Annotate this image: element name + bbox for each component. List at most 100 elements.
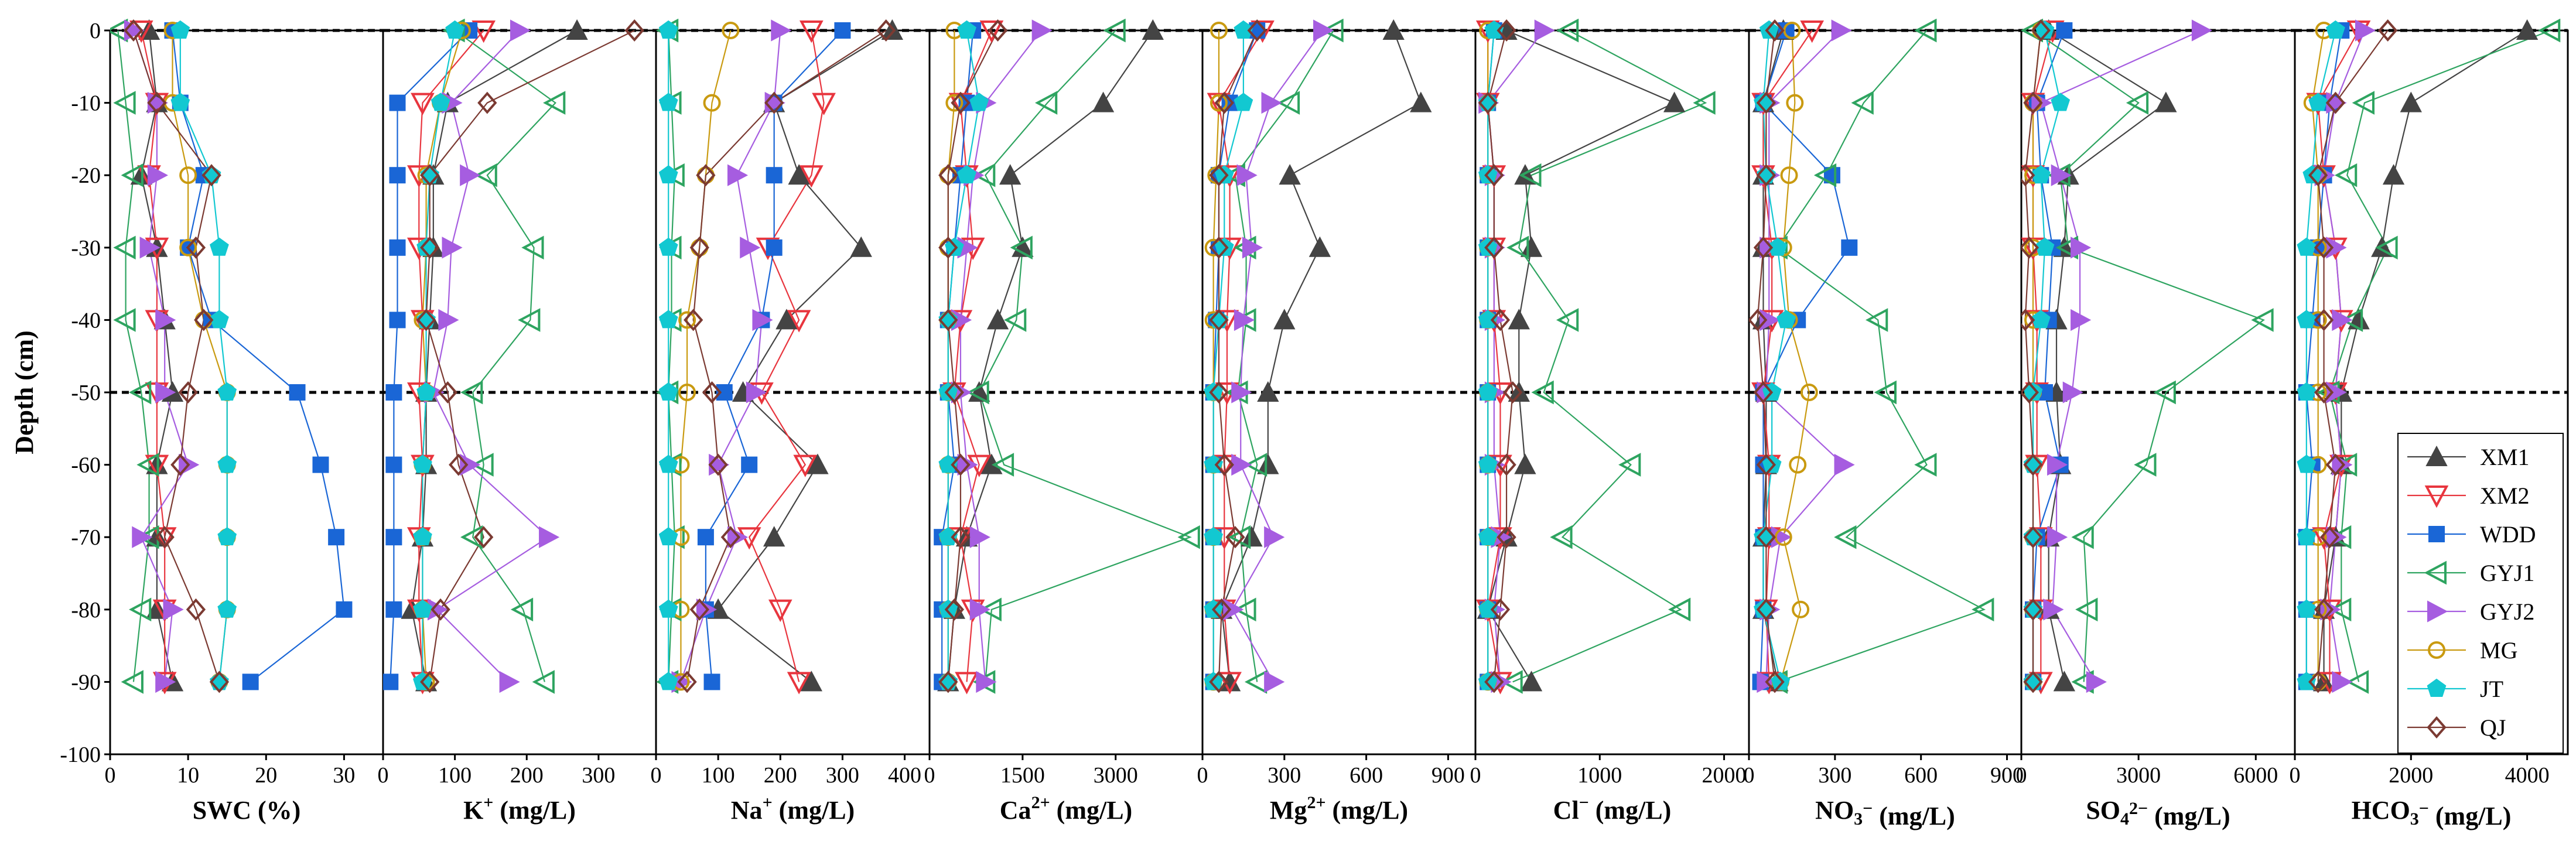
data-point-QJ: [2319, 526, 2340, 549]
data-point-GYJ1: [1234, 597, 1256, 622]
data-point-GYJ1: [1004, 308, 1027, 332]
data-point-XM1: [1508, 309, 1530, 330]
data-point-QJ: [938, 309, 958, 331]
data-point-QJ: [1756, 164, 1776, 187]
data-point-QJ: [178, 381, 198, 404]
series-line-XM1: [947, 30, 1154, 682]
data-point-WDD: [328, 529, 345, 546]
x-axis-label: K+ (mg/L): [463, 793, 576, 825]
data-point-MG: [1786, 94, 1804, 112]
panel-mg: 0 300 600 900 Mg2+ (mg/L): [1197, 19, 1477, 825]
data-point-QJ: [1214, 91, 1234, 114]
series-line-GYJ2: [1487, 30, 1545, 682]
data-point-QJ: [708, 453, 728, 476]
data-point-JT: [658, 165, 678, 184]
data-point-GYJ2: [1834, 453, 1855, 476]
x-tick-label: 6000: [2233, 763, 2278, 788]
data-point-QJ: [951, 526, 971, 549]
data-point-QJ: [764, 91, 784, 114]
data-point-XM1: [968, 381, 990, 402]
data-point-JT: [413, 599, 432, 618]
data-point-GYJ1: [2334, 163, 2358, 187]
data-point-JT: [445, 20, 465, 39]
data-point-GYJ1: [1914, 19, 1937, 43]
data-point-GYJ2: [2047, 453, 2068, 476]
data-point-XM2: [979, 20, 1004, 43]
data-point-GYJ2: [442, 237, 463, 259]
data-point-QJ: [720, 526, 741, 549]
data-point-GYJ1: [1177, 525, 1200, 549]
data-point-XM1: [566, 19, 588, 40]
data-point-QJ: [431, 598, 450, 621]
data-point-JT: [2051, 93, 2071, 111]
data-point-JT: [1204, 672, 1224, 690]
series-line-QJ: [1487, 30, 1514, 682]
series-group: [934, 19, 1200, 695]
data-point-QJ: [1247, 19, 1267, 42]
series-line-GYJ2: [132, 30, 189, 682]
data-point-QJ: [2023, 526, 2043, 549]
data-point-GYJ1: [979, 597, 1002, 622]
data-point-JT: [217, 526, 237, 546]
data-point-XM1: [800, 671, 823, 692]
y-axis: 0 -10 -20 -30 -40 -50 -60 -70 -80 -90 -100 Depth (c…: [10, 19, 110, 767]
x-axis-label: HCO3− (mg/L): [2352, 796, 2512, 830]
x-tick-label: 900: [1432, 763, 1465, 788]
x-tick-label: 400: [888, 763, 921, 788]
series-group: [1204, 19, 1432, 695]
x-tick-label: 0: [1470, 763, 1481, 788]
data-point-GYJ1: [510, 597, 534, 622]
data-point-GYJ2: [460, 453, 481, 476]
series-line-XM1: [1221, 30, 1422, 682]
data-point-XM2: [787, 310, 811, 333]
data-point-JT: [1776, 310, 1796, 329]
data-point-QJ: [1497, 526, 1516, 549]
data-point-WDD: [385, 601, 402, 618]
data-point-XM1: [1241, 526, 1263, 547]
data-point-WDD: [389, 167, 406, 184]
data-point-GYJ1: [460, 380, 483, 405]
data-point-JT: [217, 454, 237, 473]
data-point-GYJ1: [1321, 19, 1344, 43]
data-point-XM1: [986, 309, 1009, 330]
panel-swc: 0 10 20 30 SWC (%): [105, 19, 384, 825]
series-group: [2297, 19, 2561, 695]
data-point-JT: [658, 382, 678, 401]
data-point-MG: [1800, 384, 1818, 401]
series-line-GYJ2: [959, 30, 1042, 682]
data-point-GYJ1: [121, 670, 144, 694]
data-point-JT: [1234, 93, 1253, 111]
data-point-GYJ1: [1851, 91, 1874, 115]
data-point-GYJ1: [1866, 308, 1888, 332]
data-point-QJ: [449, 453, 469, 476]
data-point-QJ: [1753, 236, 1774, 259]
data-point-WDD: [385, 456, 402, 473]
data-point-JT: [1214, 165, 1234, 184]
legend-label-MG: MG: [2480, 637, 2517, 664]
data-point-QJ: [1490, 309, 1511, 331]
data-point-GYJ1: [1506, 235, 1529, 260]
data-point-GYJ2: [2062, 381, 2083, 404]
data-point-JT: [658, 599, 678, 618]
series-group: [656, 19, 903, 695]
data-point-QJ: [2308, 164, 2328, 187]
data-point-JT: [217, 599, 237, 618]
data-point-GYJ2: [2047, 526, 2068, 548]
series-line-GYJ1: [668, 30, 675, 682]
data-point-JT: [2308, 93, 2328, 111]
data-point-GYJ1: [460, 525, 483, 549]
data-point-JT: [2035, 237, 2055, 256]
series-line-XM2: [418, 30, 484, 682]
data-point-JT: [413, 526, 432, 546]
series-line-GYJ1: [117, 30, 150, 682]
series-line-WDD: [2032, 30, 2065, 682]
data-point-QJ: [938, 236, 958, 259]
y-tick-label: -90: [71, 670, 101, 695]
legend-label-XM1: XM1: [2480, 444, 2529, 470]
series-line-QJ: [1218, 30, 1258, 682]
x-axis-label: SWC (%): [193, 796, 301, 825]
data-point-QJ: [1209, 381, 1229, 404]
data-point-QJ: [2314, 236, 2334, 259]
data-point-MG: [945, 94, 964, 112]
